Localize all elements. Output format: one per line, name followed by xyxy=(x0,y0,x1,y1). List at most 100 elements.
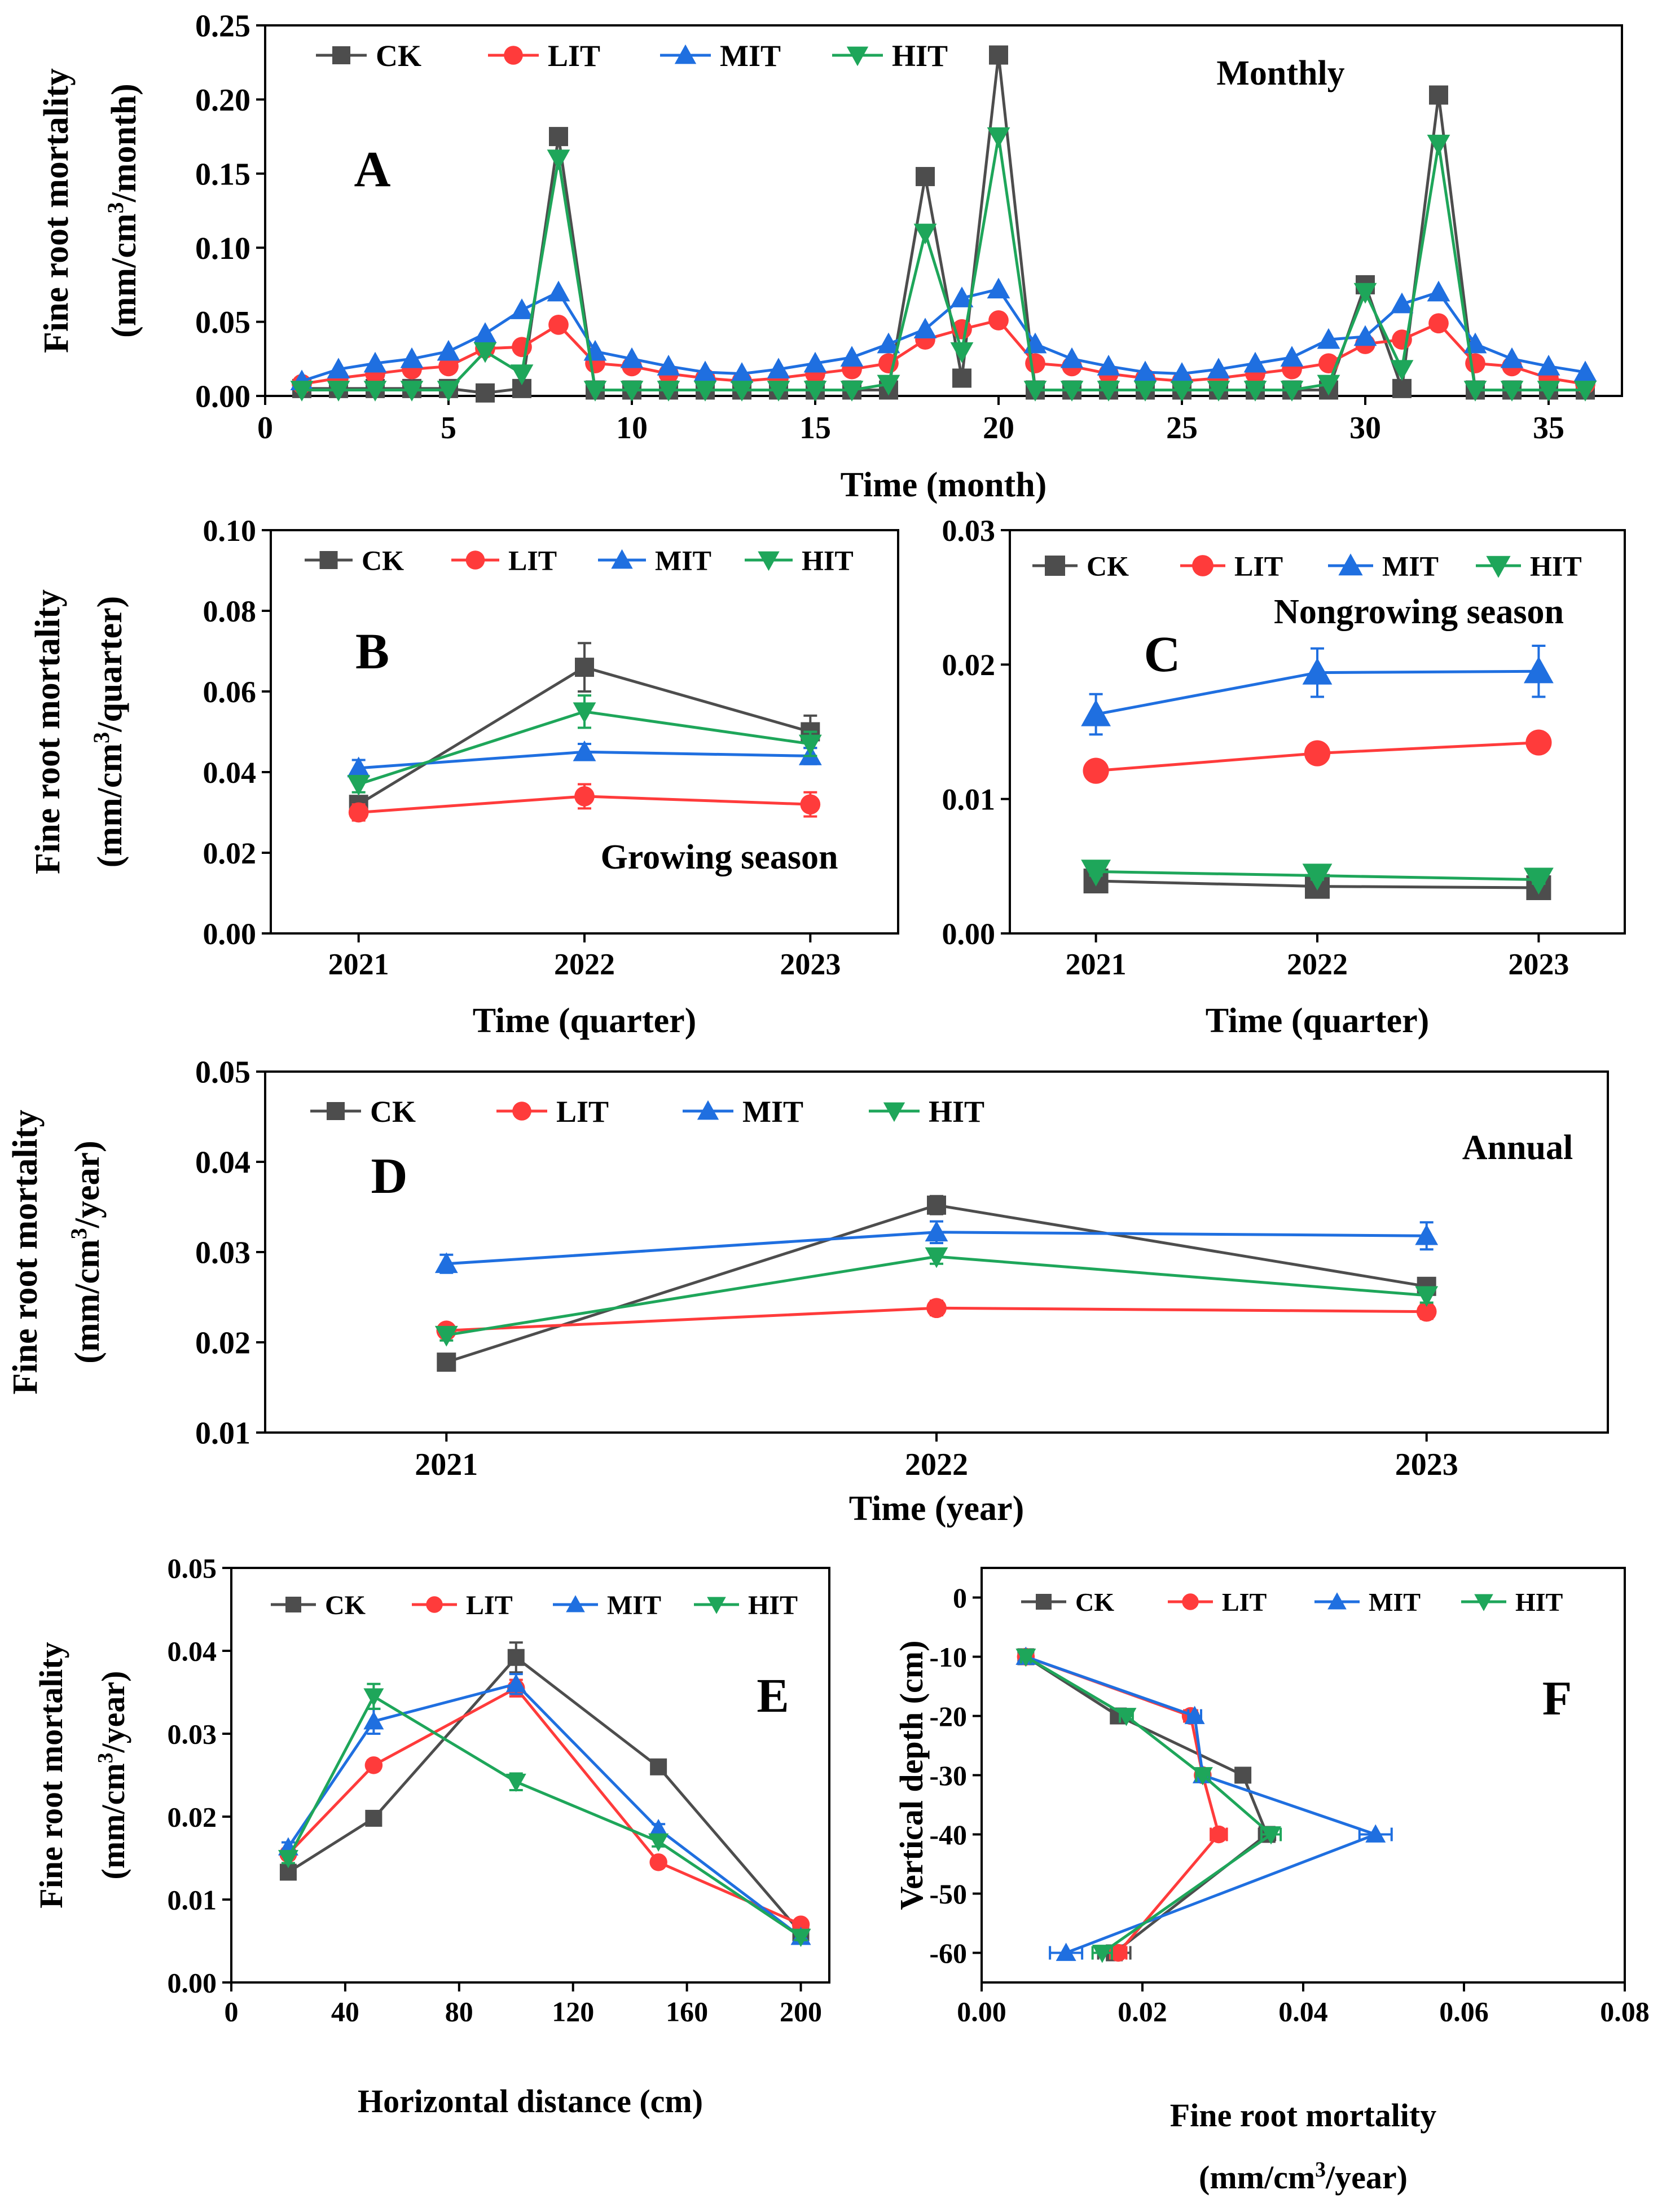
legend-label-ck: CK xyxy=(376,39,421,73)
y-tick-label: 0.04 xyxy=(203,756,257,790)
chart-title: Nongrowing season xyxy=(1274,593,1564,631)
series-hit xyxy=(347,694,822,796)
x-tick-label: 10 xyxy=(616,411,648,446)
y-axis-title: Vertical depth (cm) xyxy=(893,1641,930,1910)
point-hit xyxy=(1573,381,1597,402)
legend-marker-hit xyxy=(1474,1594,1493,1611)
y-tick-label: 0.04 xyxy=(168,1636,217,1667)
legend-label-lit: LIT xyxy=(548,39,600,73)
series-ck xyxy=(279,1641,810,1941)
x-tick-label: 0.04 xyxy=(1278,1996,1328,2028)
legend-label-ck: CK xyxy=(362,545,404,576)
point-ck xyxy=(916,167,935,187)
legend-marker-hit xyxy=(883,1102,905,1122)
legend-label-hit: HIT xyxy=(892,39,948,73)
series-hit xyxy=(290,127,1597,402)
y-tick-label: 0.00 xyxy=(195,380,250,415)
legend-marker-ck xyxy=(332,46,350,64)
x-tick-label: 35 xyxy=(1533,411,1564,446)
point-mit xyxy=(803,351,827,373)
y-tick-label: 0.00 xyxy=(168,1967,217,1999)
legend-label-ck: CK xyxy=(1075,1588,1114,1616)
point-hit xyxy=(1116,1708,1137,1726)
legend-marker-ck xyxy=(327,1102,345,1120)
point-hit xyxy=(693,381,717,402)
panel-label: B xyxy=(355,624,389,680)
x-axis-title: Fine root mortality xyxy=(1170,2097,1436,2134)
legend-label-mit: MIT xyxy=(720,39,781,73)
x-tick-label: 0 xyxy=(257,411,273,446)
point-mit xyxy=(510,298,534,319)
x-tick-label: 0.06 xyxy=(1439,1996,1489,2028)
point-hit xyxy=(573,702,596,724)
legend-label-ck: CK xyxy=(1087,550,1129,582)
panel-label: D xyxy=(371,1148,408,1204)
point-mit xyxy=(1390,292,1414,314)
point-mit xyxy=(730,362,754,383)
point-hit xyxy=(1302,863,1333,891)
point-mit xyxy=(1081,699,1111,726)
point-lit xyxy=(1210,1825,1228,1844)
x-tick-label: 5 xyxy=(441,411,456,446)
x-tick-label: 0.00 xyxy=(957,1996,1006,2028)
point-hit xyxy=(363,381,387,402)
x-tick-label: 2021 xyxy=(328,948,389,981)
point-mit xyxy=(693,360,717,382)
y-tick-label: 0.10 xyxy=(195,231,250,266)
point-hit xyxy=(1060,381,1084,402)
point-mit xyxy=(925,1220,948,1242)
y-tick-label: -60 xyxy=(929,1937,967,1969)
series-mit xyxy=(1015,1646,1393,1961)
point-ck xyxy=(549,127,568,147)
panel-a: 0.00 0.05 0.10 0.15 0.20 0.25 0 5 10 15 20 25 30 35 Ti… xyxy=(37,9,1623,504)
series-mit xyxy=(347,740,822,778)
point-hit xyxy=(505,1773,526,1792)
point-mit xyxy=(1500,347,1524,368)
point-hit xyxy=(1415,1286,1439,1307)
series-lit xyxy=(1083,729,1552,784)
point-hit xyxy=(1023,381,1047,402)
point-ck xyxy=(476,383,495,403)
unit-part: /year) xyxy=(95,1671,131,1753)
point-mit xyxy=(840,346,864,367)
y-tick-label: 0.03 xyxy=(195,1236,250,1271)
y-tick-label: 0.00 xyxy=(203,917,257,951)
point-ck xyxy=(507,1649,525,1666)
point-hit xyxy=(840,381,864,402)
point-hit xyxy=(1192,1767,1213,1786)
x-axis-unit: (mm/cm3/year) xyxy=(1199,2158,1408,2196)
point-lit xyxy=(364,1756,383,1774)
point-hit xyxy=(1463,381,1487,402)
y-tick-label: 0.03 xyxy=(168,1719,217,1750)
point-hit xyxy=(278,1850,298,1869)
legend-label-hit: HIT xyxy=(748,1590,798,1620)
point-hit xyxy=(1092,1945,1113,1963)
point-ck xyxy=(989,45,1008,65)
point-ck xyxy=(365,1809,382,1827)
x-tick-label: 80 xyxy=(445,1996,473,2028)
x-tick-label: 2021 xyxy=(415,1447,478,1482)
y-tick-label: 0.00 xyxy=(942,917,996,951)
point-mit xyxy=(363,1711,384,1730)
point-mit xyxy=(1353,325,1377,346)
point-lit xyxy=(1083,757,1109,784)
point-mit xyxy=(400,347,424,368)
legend-label-mit: MIT xyxy=(655,545,711,576)
legend-marker-lit xyxy=(426,1596,443,1613)
point-hit xyxy=(327,381,350,402)
point-lit xyxy=(1525,729,1552,756)
series-mit xyxy=(290,277,1597,391)
point-mit xyxy=(1427,280,1450,302)
point-hit xyxy=(363,1688,384,1707)
point-hit xyxy=(547,149,570,170)
point-hit xyxy=(1427,134,1450,156)
point-ck xyxy=(1234,1766,1252,1784)
chart-title: Monthly xyxy=(1216,54,1344,92)
legend-label-hit: HIT xyxy=(802,545,854,576)
plot-frame xyxy=(264,24,1623,397)
x-tick-label: 2021 xyxy=(1066,948,1127,981)
legend-marker-lit xyxy=(504,46,523,65)
x-tick-label: 2023 xyxy=(780,948,841,981)
point-mit xyxy=(573,740,596,761)
point-hit xyxy=(1280,381,1304,402)
